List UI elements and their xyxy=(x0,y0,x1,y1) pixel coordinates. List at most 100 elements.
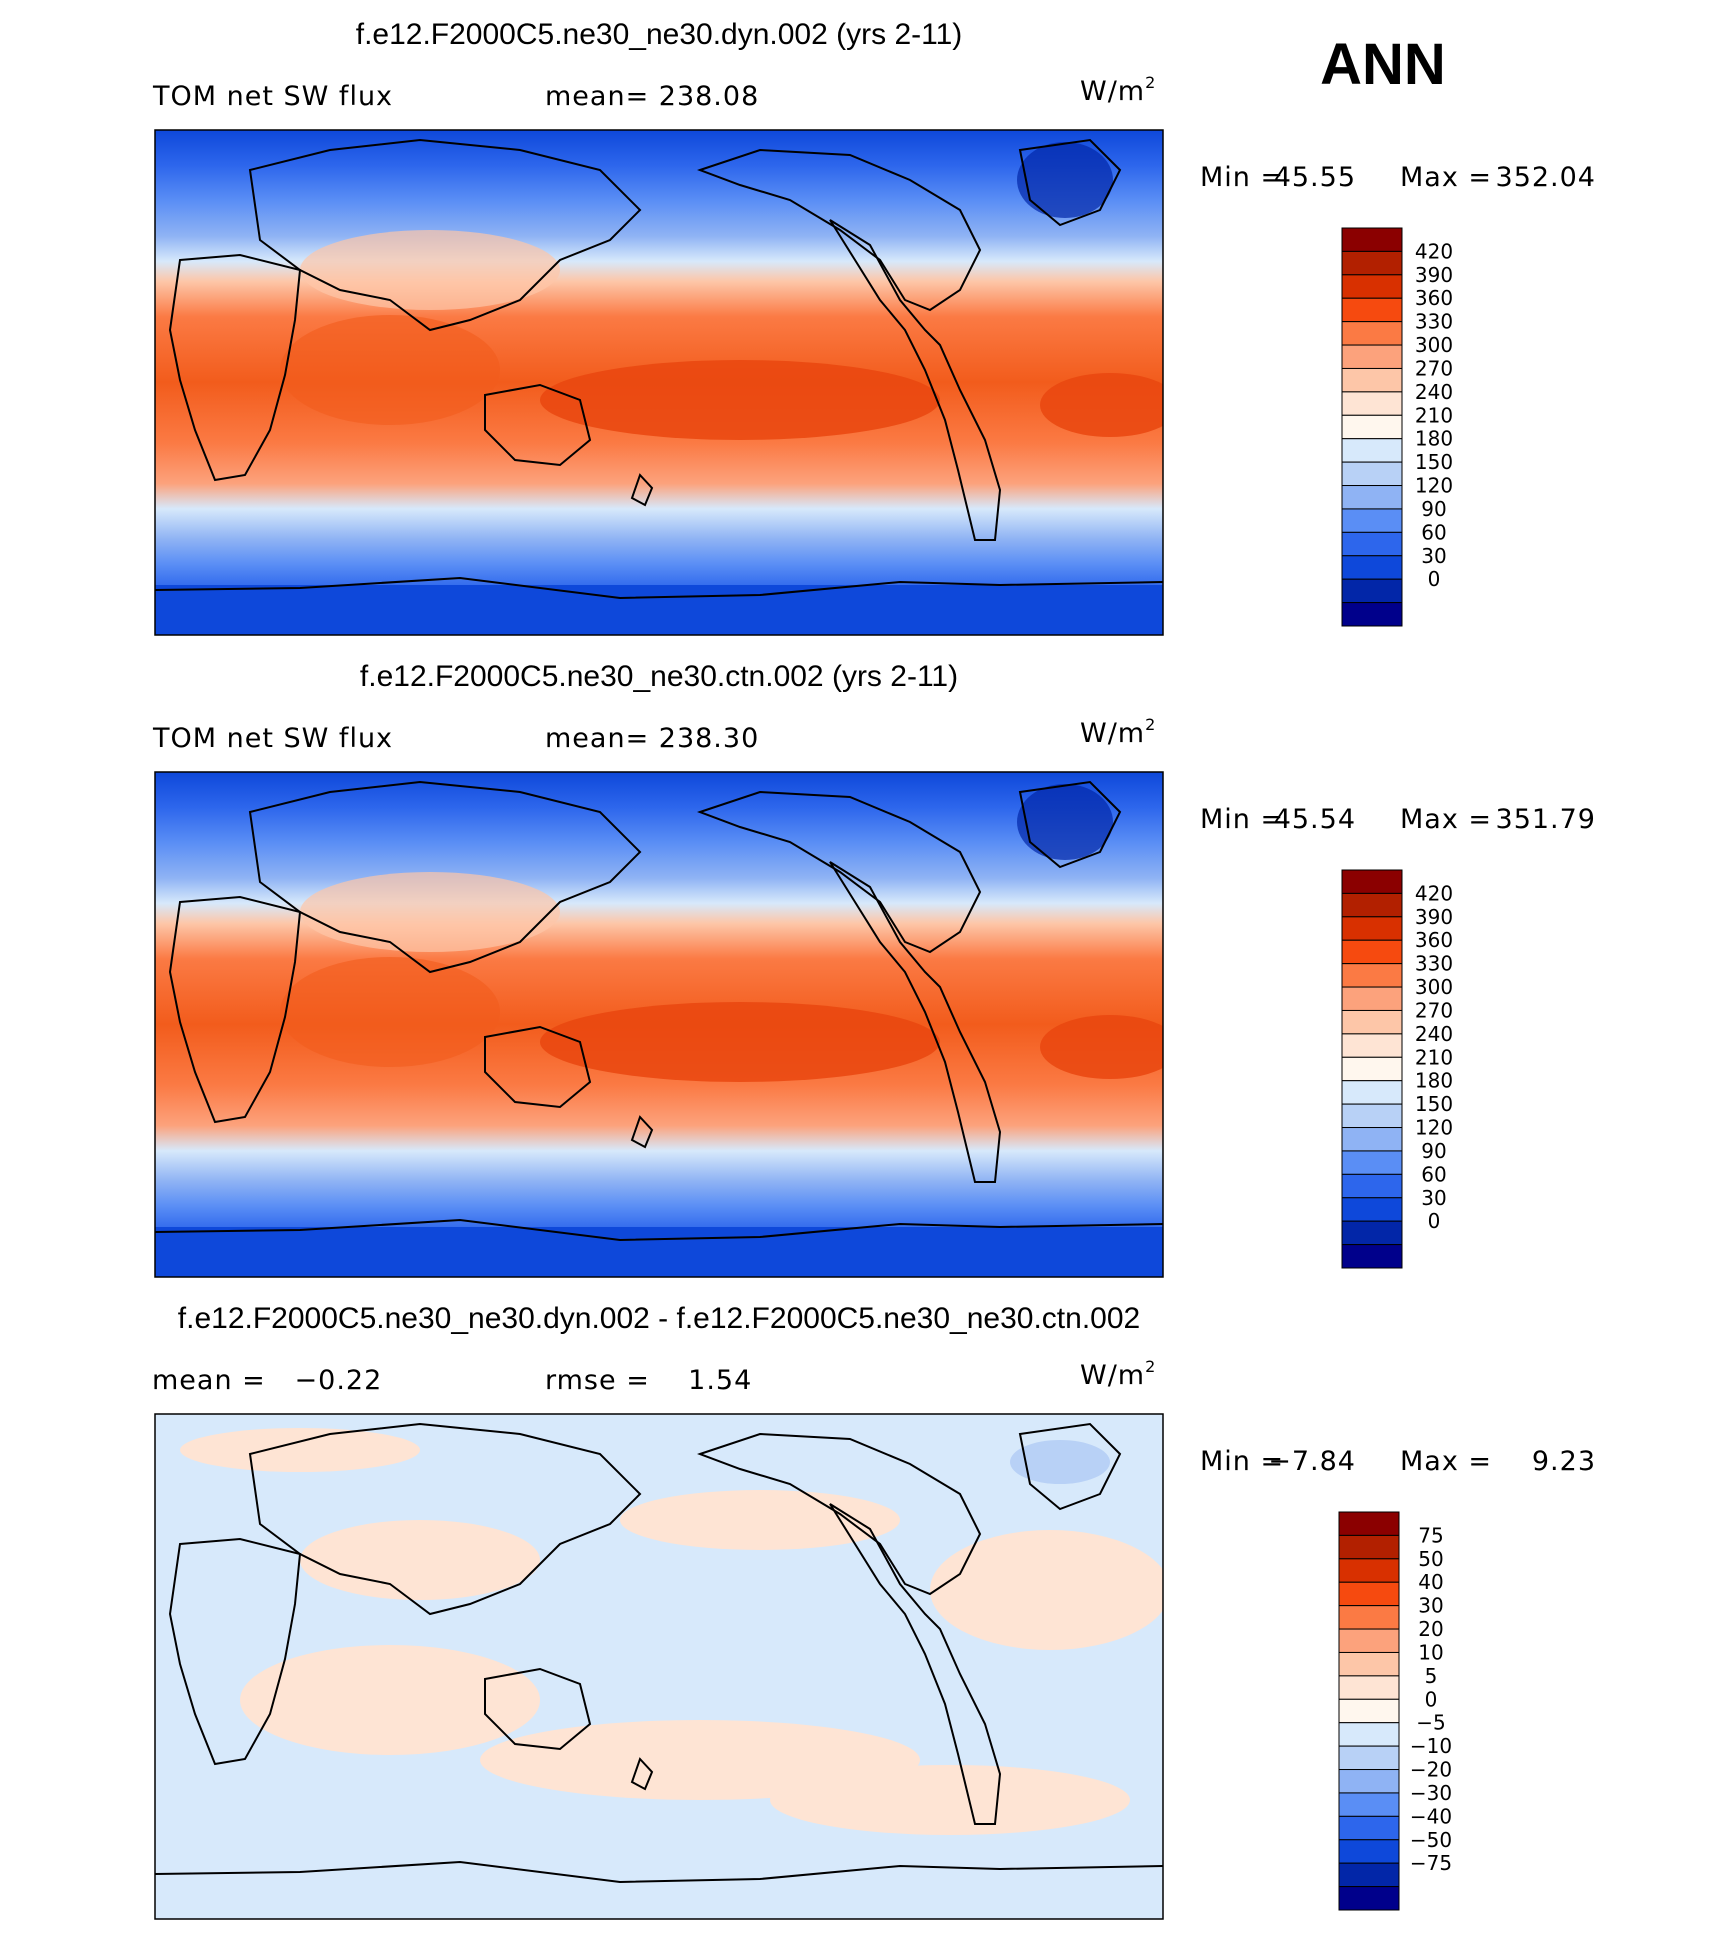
colorbar-1-tick-label: 420 xyxy=(1415,239,1453,263)
colorbar-1-swatch-13 xyxy=(1341,531,1403,557)
colorbar-1-tick-label: 90 xyxy=(1421,497,1446,521)
panel-3-north-america-coast xyxy=(697,1432,982,1596)
colorbar-2-tick-label: 330 xyxy=(1415,952,1453,976)
panel-1-max-value: 352.04 xyxy=(1496,162,1596,193)
colorbar-3-tick-label: −50 xyxy=(1410,1828,1452,1852)
colorbar-2-swatch-8 xyxy=(1341,1056,1403,1082)
panel-2-max-label: Max = xyxy=(1400,804,1492,835)
panel-3-americas-coast xyxy=(829,1503,1002,1825)
panel-2-antarctica xyxy=(155,1227,1163,1277)
panel-3-greenland-coast xyxy=(1018,1422,1122,1511)
panel-1-min-value: 45.55 xyxy=(1274,162,1356,193)
colorbar-2-swatch-5 xyxy=(1341,986,1403,1011)
colorbar-3-swatch-9 xyxy=(1338,1722,1400,1747)
panel-1: f.e12.F2000C5.ne30_ne30.dyn.002 (yrs 2-1… xyxy=(152,18,1596,636)
panel-2-units-base: W/m xyxy=(1080,718,1145,749)
colorbar-2-tick-label: 390 xyxy=(1415,905,1453,929)
colorbar-3-tick-label: 10 xyxy=(1418,1640,1443,1664)
colorbar-3-swatch-5 xyxy=(1338,1628,1400,1653)
colorbar-2-tick-label: 150 xyxy=(1415,1092,1453,1116)
colorbar-3-tick-label: −75 xyxy=(1410,1851,1452,1875)
panel-3-anomaly-southern xyxy=(770,1765,1130,1835)
colorbar-3-swatch-14 xyxy=(1338,1839,1400,1864)
colorbar-1-swatch-8 xyxy=(1341,414,1403,440)
panel-1-mean: mean= 238.08 xyxy=(545,81,759,112)
colorbar-1-swatch-7 xyxy=(1341,391,1403,416)
panel-3-units: W/m2 xyxy=(1080,1357,1156,1391)
colorbar-3-tick-label: −40 xyxy=(1410,1804,1452,1828)
panel-3-anomaly-atlantic xyxy=(930,1530,1163,1650)
panel-3-rmse: rmse = 1.54 xyxy=(545,1365,752,1396)
panel-2-title: f.e12.F2000C5.ne30_ne30.ctn.002 (yrs 2-1… xyxy=(360,660,958,693)
colorbar-1-tick-label: 330 xyxy=(1415,310,1453,334)
panel-3-max-label: Max = xyxy=(1400,1446,1492,1477)
colorbar-2-tick-label: 240 xyxy=(1415,1022,1453,1046)
colorbar-2-swatch-6 xyxy=(1341,1009,1403,1035)
colorbar-3-tick-label: −30 xyxy=(1410,1781,1452,1805)
colorbar-1-tick-label: 30 xyxy=(1421,544,1446,568)
panel-1-min-label: Min = xyxy=(1200,162,1284,193)
panel-3-min-value: −7.84 xyxy=(1268,1446,1356,1477)
panel-1-title: f.e12.F2000C5.ne30_ne30.dyn.002 (yrs 2-1… xyxy=(356,18,963,51)
panel-1-indian-ocean xyxy=(280,315,500,425)
panel-1-coastlines xyxy=(155,138,1163,600)
colorbar-3-tick-label: 0 xyxy=(1425,1687,1438,1711)
colorbar-3-tick-label: 20 xyxy=(1418,1617,1443,1641)
panel-2-australia-coast xyxy=(484,1025,592,1109)
colorbar-3-swatch-16 xyxy=(1338,1886,1400,1911)
colorbar-2-swatch-9 xyxy=(1341,1080,1403,1105)
colorbar-2-tick-label: 300 xyxy=(1415,975,1453,999)
panel-2-coastlines xyxy=(155,780,1163,1242)
colorbar-1-swatch-1 xyxy=(1341,250,1403,276)
panel-3-max-value: 9.23 xyxy=(1532,1446,1596,1477)
panel-3-min-label: Min = xyxy=(1200,1446,1284,1477)
panel-2-eurasia-coast xyxy=(248,780,642,974)
colorbar-1-tick-label: 270 xyxy=(1415,356,1453,380)
panel-2-min-label: Min = xyxy=(1200,804,1284,835)
panel-2-min-value: 45.54 xyxy=(1274,804,1356,835)
panel-1-pacific-max xyxy=(540,360,940,440)
colorbar-3-tick-label: 40 xyxy=(1418,1570,1443,1594)
colorbar-3-swatch-7 xyxy=(1338,1675,1400,1700)
panel-1-map xyxy=(155,130,1163,635)
panel-1-greenland xyxy=(1017,142,1113,218)
panel-2-max-value: 351.79 xyxy=(1496,804,1596,835)
colorbar-3-swatch-10 xyxy=(1338,1745,1400,1771)
colorbar-3-swatch-1 xyxy=(1338,1534,1400,1560)
colorbar-1-swatch-15 xyxy=(1341,578,1403,604)
panel-3-anomaly-indian xyxy=(240,1645,540,1755)
panel-2-pacific-max xyxy=(540,1002,940,1082)
panel-3-positive-anomalies xyxy=(180,1428,1163,1835)
panel-2-units: W/m2 xyxy=(1080,715,1156,749)
colorbar-3-tick-label: −5 xyxy=(1416,1711,1445,1735)
colorbar-1-swatch-6 xyxy=(1341,367,1403,393)
panel-3-new-zealand-coast xyxy=(630,1757,654,1791)
panel-1-variable: TOM net SW flux xyxy=(152,81,393,112)
panel-3-title: f.e12.F2000C5.ne30_ne30.dyn.002 - f.e12.… xyxy=(178,1302,1140,1335)
panel-3-africa-coast xyxy=(168,1537,302,1766)
colorbar-2-swatch-2 xyxy=(1341,916,1403,941)
colorbar-1-swatch-12 xyxy=(1341,508,1403,533)
colorbar-1-tick-label: 300 xyxy=(1415,333,1453,357)
colorbar-1-tick-label: 60 xyxy=(1421,520,1446,544)
colorbar-2-tick-label: 90 xyxy=(1421,1139,1446,1163)
colorbar-1-swatch-16 xyxy=(1341,602,1403,627)
panel-3-anomaly-pacific-north xyxy=(620,1490,900,1550)
colorbar-3-swatch-0 xyxy=(1338,1511,1400,1536)
colorbar-2-swatch-3 xyxy=(1341,939,1403,965)
panel-1-frame xyxy=(154,129,1164,636)
panel-2-indian-ocean xyxy=(280,957,500,1067)
colorbar-1-swatch-2 xyxy=(1341,274,1403,299)
colorbar-1-tick-label: 390 xyxy=(1415,263,1453,287)
panel-1-africa-coast xyxy=(168,253,302,482)
panel-1-units-exp: 2 xyxy=(1145,73,1156,92)
panel-3-map xyxy=(155,1414,1163,1919)
panel-3-mean: mean = −0.22 xyxy=(152,1365,382,1396)
colorbar-1-swatch-3 xyxy=(1341,297,1403,323)
colorbar-2-swatch-13 xyxy=(1341,1173,1403,1199)
panel-1-antarctica-coast xyxy=(155,576,1163,600)
panel-2-units-exp: 2 xyxy=(1145,715,1156,734)
